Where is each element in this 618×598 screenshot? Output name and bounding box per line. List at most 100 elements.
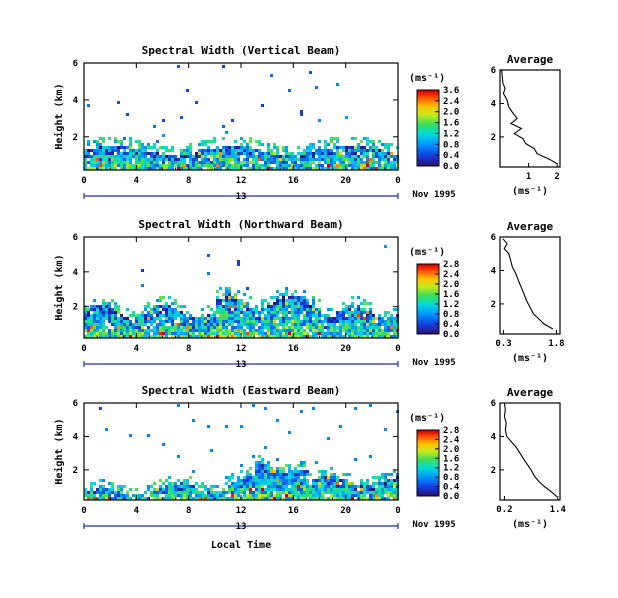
heatmap-cell (219, 308, 222, 311)
heatmap-cell (87, 317, 90, 320)
heatmap-cell (246, 155, 249, 158)
heatmap-cell (159, 305, 162, 308)
heatmap-cell (288, 152, 291, 155)
heatmap-cell (312, 491, 315, 494)
heatmap-cell (351, 323, 354, 326)
heatmap-cell (279, 485, 282, 488)
heatmap-cell (165, 497, 168, 500)
heatmap-cell (306, 299, 309, 302)
heatmap-cell (123, 326, 126, 329)
heatmap-cell (114, 314, 117, 317)
heatmap-cell (270, 314, 273, 317)
heatmap-cell (366, 311, 369, 314)
heatmap-cell (303, 329, 306, 332)
heatmap-cell (156, 155, 159, 158)
heatmap-cell (249, 497, 252, 500)
heatmap-cell (303, 488, 306, 491)
heatmap-cell (285, 497, 288, 500)
heatmap-cell (180, 314, 183, 317)
colorbar-band (417, 101, 439, 104)
heatmap-cell (153, 326, 156, 329)
heatmap-cell (153, 335, 156, 338)
heatmap-cell (129, 488, 132, 491)
colorbar-unit: (ms⁻¹) (409, 413, 445, 424)
heatmap-cell (222, 152, 225, 155)
heatmap-cell (135, 161, 138, 164)
heatmap-cell (243, 485, 246, 488)
heatmap-cell (246, 158, 249, 161)
heatmap-cell (261, 329, 264, 332)
heatmap-cell (204, 164, 207, 167)
heatmap-cell (138, 329, 141, 332)
heatmap-cell (300, 410, 303, 413)
heatmap-cell (342, 497, 345, 500)
heatmap-cell (240, 149, 243, 152)
heatmap-cell (294, 335, 297, 338)
heatmap-cell (306, 305, 309, 308)
heatmap-cell (384, 473, 387, 476)
heatmap-cell (108, 167, 111, 170)
heatmap-cell (102, 311, 105, 314)
x-tick-label: 0 (395, 506, 400, 516)
heatmap-cell (285, 494, 288, 497)
heatmap-cell (294, 488, 297, 491)
heatmap-cell (309, 305, 312, 308)
heatmap-cell (168, 164, 171, 167)
heatmap-cell (111, 485, 114, 488)
heatmap-cell (324, 335, 327, 338)
heatmap-cell (357, 308, 360, 311)
heatmap-cell (270, 473, 273, 476)
x-tick-label: 16 (288, 344, 299, 354)
colorbar-band (417, 297, 439, 300)
heatmap-cell (141, 161, 144, 164)
heatmap-cell (171, 314, 174, 317)
heatmap-cell (318, 323, 321, 326)
heatmap-cell (264, 152, 267, 155)
heatmap-cell (87, 320, 90, 323)
heatmap-cell (288, 476, 291, 479)
heatmap-cell (240, 143, 243, 146)
heatmap-cell (381, 143, 384, 146)
heatmap-cell (102, 149, 105, 152)
heatmap-cell (312, 296, 315, 299)
heatmap-cell (297, 329, 300, 332)
heatmap-cell (387, 161, 390, 164)
heatmap-cell (255, 497, 258, 500)
heatmap-cell (321, 482, 324, 485)
heatmap-cell (102, 320, 105, 323)
heatmap-cell (120, 485, 123, 488)
heatmap-cell (189, 491, 192, 494)
heatmap-cell (348, 152, 351, 155)
heatmap-cell (210, 326, 213, 329)
heatmap-cell (237, 317, 240, 320)
heatmap-cell (141, 323, 144, 326)
heatmap-cell (288, 488, 291, 491)
heatmap-cell (162, 326, 165, 329)
heatmap-cell (228, 299, 231, 302)
heatmap-cell (249, 296, 252, 299)
heatmap-cell (276, 164, 279, 167)
heatmap-cell (105, 326, 108, 329)
heatmap-cell (336, 491, 339, 494)
heatmap-cell (93, 494, 96, 497)
heatmap-cell (168, 155, 171, 158)
heatmap-cell (141, 146, 144, 149)
heatmap-cell (111, 311, 114, 314)
colorbar-unit: (ms⁻¹) (409, 247, 445, 258)
heatmap-cell (306, 164, 309, 167)
heatmap-cell (273, 470, 276, 473)
colorbar-band (417, 137, 439, 140)
colorbar-tick-label: 2.4 (443, 270, 460, 280)
heatmap-cell (216, 332, 219, 335)
heatmap-cell (204, 161, 207, 164)
colorbar-band (417, 133, 439, 137)
heatmap-cell (255, 494, 258, 497)
heatmap-cell (339, 335, 342, 338)
heatmap-cell (219, 158, 222, 161)
heatmap-cell (183, 161, 186, 164)
heatmap-cell (231, 317, 234, 320)
heatmap-cell (153, 161, 156, 164)
heatmap-cell (120, 491, 123, 494)
heatmap-cell (345, 308, 348, 311)
heatmap-cell (225, 305, 228, 308)
